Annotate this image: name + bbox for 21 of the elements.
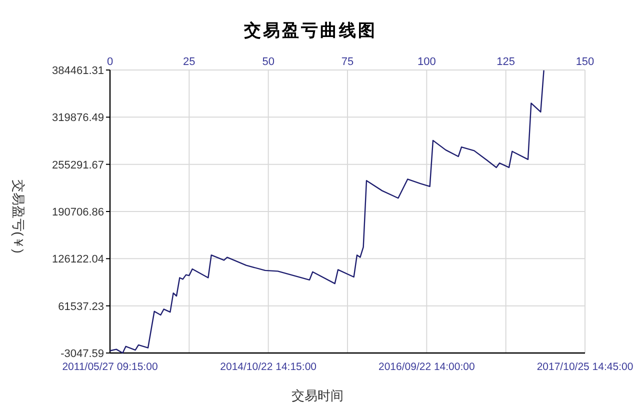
text: 2014/10/22 14:15:00 (220, 361, 317, 373)
y-tick-label: 255291.67 (52, 159, 104, 172)
x-tick-label: 25 (183, 56, 196, 68)
y-axis-title: 交易盈亏(￥) (11, 180, 26, 254)
chart-title: 交易盈亏曲线图 (243, 21, 377, 41)
x-tick-label: 50 (262, 56, 274, 68)
x-tick-label: 75 (341, 56, 354, 68)
x-tick-label: 0 (106, 56, 114, 68)
text: 2016/09/22 14:00:00 (378, 361, 475, 373)
y-tick-label: 384461.31 (52, 65, 104, 77)
x-tick-label: 125 (496, 56, 516, 68)
y-tick-label: 319876.49 (52, 112, 104, 124)
y-tick-label: -3047.59 (60, 348, 104, 360)
y-tick-label: 126122.04 (52, 254, 104, 266)
text: 2011/05/27 09:15:00 (62, 361, 158, 373)
x-axis-title: 交易时间 (292, 388, 344, 403)
y-tick-label: 61537.23 (58, 300, 104, 313)
x-tick-label: 100 (417, 56, 436, 68)
text: 2017/10/25 14:45:00 (536, 361, 634, 373)
y-tick-label: 190706.86 (52, 206, 104, 218)
x-tick-label: 150 (576, 56, 594, 68)
